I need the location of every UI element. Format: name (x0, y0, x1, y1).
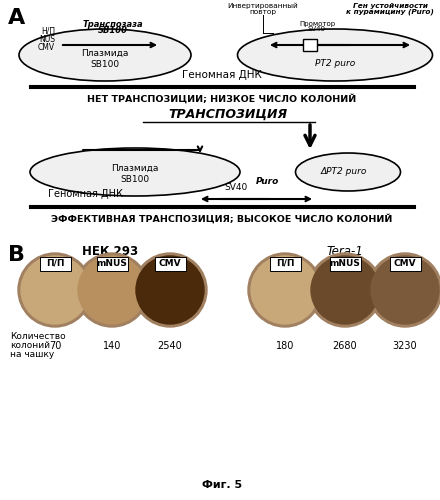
Circle shape (308, 253, 382, 327)
Text: Плазмида
SB100: Плазмида SB100 (81, 50, 128, 68)
Text: НЕК 293: НЕК 293 (82, 245, 138, 258)
Text: CMV: CMV (394, 258, 416, 268)
Text: к пурамицину (Puro): к пурамицину (Puro) (346, 8, 434, 15)
Text: NUS: NUS (39, 34, 55, 43)
Circle shape (251, 256, 319, 324)
Text: Tera-1: Tera-1 (326, 245, 363, 258)
Text: колоний: колоний (10, 341, 50, 350)
Circle shape (248, 253, 322, 327)
Text: Геномная ДНК: Геномная ДНК (48, 189, 122, 199)
Text: Количество: Количество (10, 332, 66, 341)
Circle shape (371, 256, 439, 324)
Text: на чашку: на чашку (10, 350, 54, 359)
Circle shape (18, 253, 92, 327)
Ellipse shape (19, 29, 191, 81)
FancyBboxPatch shape (303, 39, 317, 51)
Circle shape (311, 256, 379, 324)
Text: Плазмида
SB100: Плазмида SB100 (111, 164, 159, 184)
Text: 2540: 2540 (158, 341, 182, 351)
Text: PT2 puro: PT2 puro (315, 58, 355, 68)
Ellipse shape (238, 29, 433, 81)
Text: SV40: SV40 (308, 26, 326, 32)
Text: mNUS: mNUS (96, 258, 128, 268)
Ellipse shape (296, 153, 400, 191)
Text: SB100: SB100 (98, 26, 128, 35)
FancyBboxPatch shape (269, 256, 301, 270)
Circle shape (75, 253, 149, 327)
Circle shape (136, 256, 204, 324)
Text: 180: 180 (276, 341, 294, 351)
Text: ΔPT2 puro: ΔPT2 puro (321, 168, 367, 176)
Text: A: A (8, 8, 25, 28)
Text: Инвертированный: Инвертированный (227, 2, 298, 9)
Text: 3230: 3230 (392, 341, 417, 351)
Text: mNUS: mNUS (330, 258, 360, 268)
Text: Промотор: Промотор (299, 21, 335, 27)
Text: 2680: 2680 (333, 341, 357, 351)
Text: CMV: CMV (38, 42, 55, 51)
Text: B: B (8, 245, 25, 265)
Circle shape (21, 256, 89, 324)
FancyBboxPatch shape (330, 256, 360, 270)
Text: Транспозаза: Транспозаза (83, 20, 143, 29)
Text: ТРАНСПОЗИЦИЯ: ТРАНСПОЗИЦИЯ (169, 108, 288, 121)
Circle shape (133, 253, 207, 327)
Text: Фиг. 5: Фиг. 5 (202, 480, 242, 490)
Circle shape (78, 256, 146, 324)
Text: повтор: повтор (249, 9, 276, 15)
Text: SV40: SV40 (224, 183, 248, 192)
Ellipse shape (30, 148, 240, 196)
Circle shape (368, 253, 440, 327)
Text: П/П: П/П (276, 258, 294, 268)
Text: Н/П: Н/П (41, 26, 55, 36)
Text: Puro: Puro (255, 177, 279, 186)
Text: НЕТ ТРАНСПОЗИЦИИ; НИЗКОЕ ЧИСЛО КОЛОНИЙ: НЕТ ТРАНСПОЗИЦИИ; НИЗКОЕ ЧИСЛО КОЛОНИЙ (88, 94, 357, 104)
Text: П/П: П/П (46, 258, 64, 268)
FancyBboxPatch shape (154, 256, 186, 270)
FancyBboxPatch shape (96, 256, 128, 270)
FancyBboxPatch shape (389, 256, 421, 270)
FancyBboxPatch shape (40, 256, 70, 270)
Text: 70: 70 (49, 341, 61, 351)
Text: Геномная ДНК: Геномная ДНК (182, 70, 262, 80)
Text: Ген устойчивости: Ген устойчивости (352, 3, 427, 9)
Text: 140: 140 (103, 341, 121, 351)
Text: CMV: CMV (159, 258, 181, 268)
Text: ЭФФЕКТИВНАЯ ТРАНСПОЗИЦИЯ; ВЫСОКОЕ ЧИСЛО КОЛОНИЙ: ЭФФЕКТИВНАЯ ТРАНСПОЗИЦИЯ; ВЫСОКОЕ ЧИСЛО … (51, 214, 392, 224)
